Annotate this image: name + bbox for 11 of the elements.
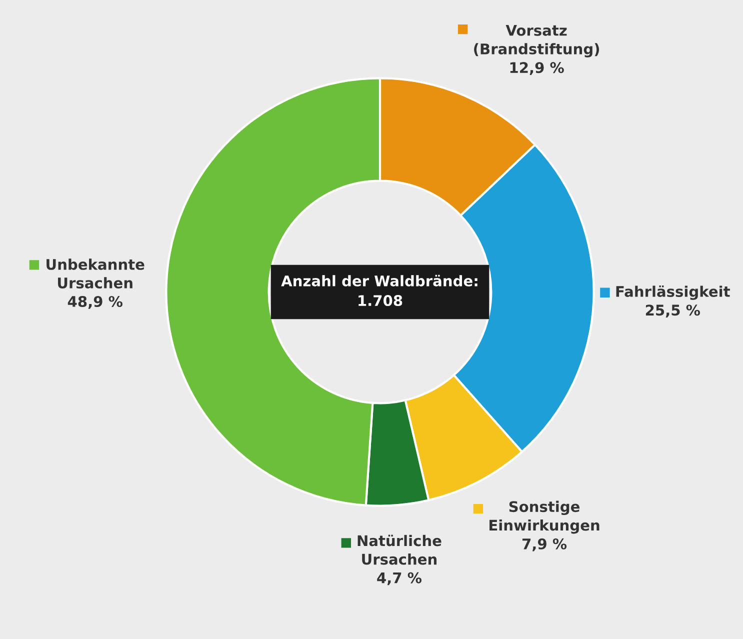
legend-label: Unbekannte Ursachen	[46, 258, 144, 288]
legend-label: Fahrlässigkeit	[616, 285, 730, 300]
data-label: 25,5 %	[646, 304, 700, 318]
data-label: 12,9 %	[510, 62, 564, 75]
legend-label: Sonstige Einwirkungen	[490, 500, 600, 534]
slice-label: Vorsatz (Brandstiftung)	[474, 25, 600, 58]
data-label: 4,7 %	[377, 572, 422, 586]
data-label: 7,9 %	[522, 538, 567, 552]
data-label: 48,9 %	[68, 296, 122, 309]
legend-label: Natürliche Ursachen	[358, 534, 442, 565]
text: Anzahl der Waldbrände: 1.708	[281, 274, 478, 306]
